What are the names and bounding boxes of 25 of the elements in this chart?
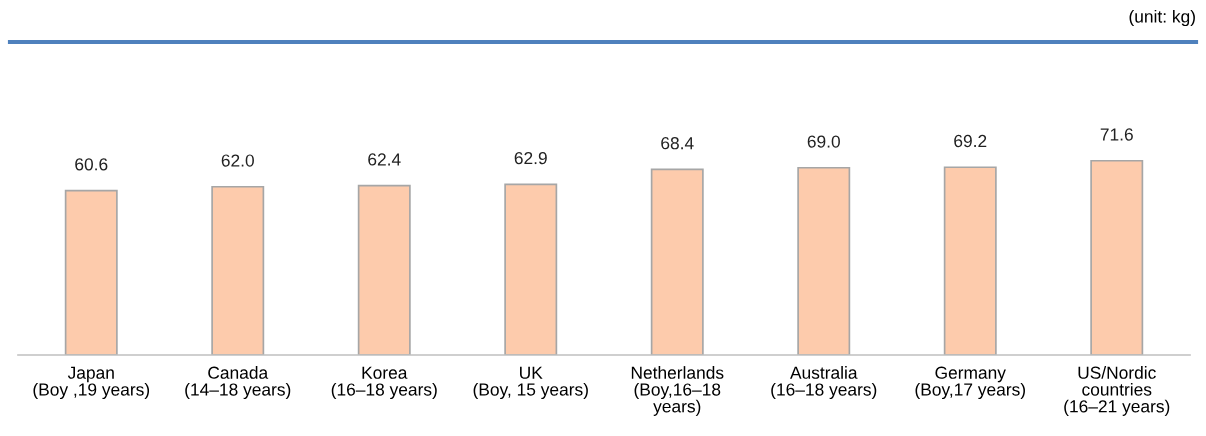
data-label: 60.6 — [75, 158, 108, 171]
data-label: 68.4 — [661, 137, 694, 150]
x-tick-label: Germany (Boy,17 years) — [915, 366, 1025, 400]
text: (unit: kg) — [1129, 9, 1195, 27]
data-label: 71.6 — [1100, 128, 1133, 141]
bar — [211, 185, 265, 355]
bar — [357, 184, 411, 355]
data-label: 69.0 — [807, 135, 840, 148]
data-label: 62.0 — [221, 154, 254, 167]
x-tick-label: Canada (14–18 years) — [185, 366, 291, 400]
bar — [64, 189, 118, 355]
x-tick-label: US/Nordic countries (16–21 years) — [1064, 366, 1170, 416]
bar — [1090, 159, 1144, 355]
bar — [943, 166, 997, 355]
data-label: 62.4 — [368, 153, 401, 166]
data-label: 69.2 — [954, 134, 987, 148]
bar — [797, 166, 851, 355]
x-tick-label: Korea (16–18 years) — [331, 366, 437, 400]
x-tick-label: Japan (Boy ,19 years) — [33, 366, 150, 400]
x-tick-label: Australia (16–18 years) — [771, 366, 877, 400]
bar — [504, 183, 558, 355]
x-tick-label: UK (Boy, 15 years) — [473, 366, 588, 400]
data-label: 62.9 — [514, 151, 547, 165]
bar — [650, 168, 704, 355]
x-tick-label: Netherlands (Boy,16–18 years) — [631, 366, 724, 416]
